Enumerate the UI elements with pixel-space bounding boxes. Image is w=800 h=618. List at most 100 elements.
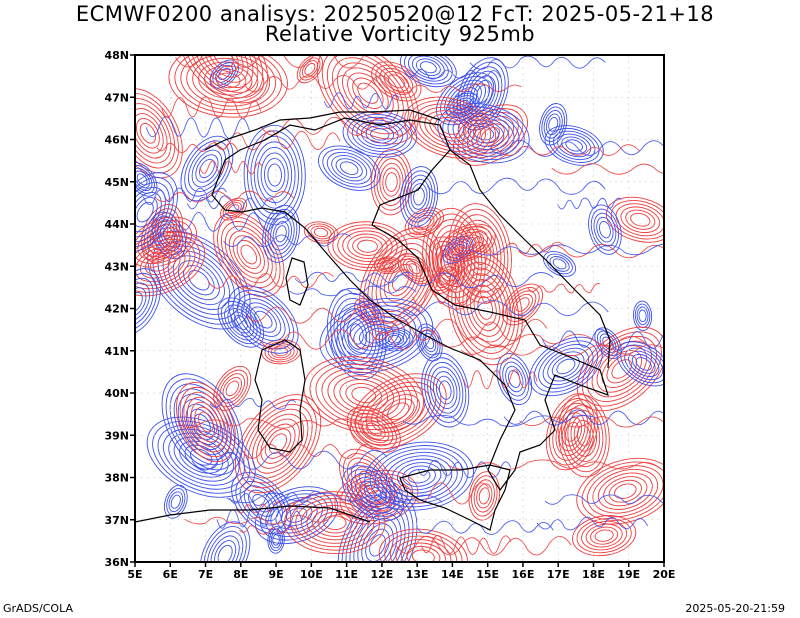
- contour-ring: [449, 229, 488, 257]
- contour-ring: [188, 55, 259, 94]
- contour-ring: [217, 297, 265, 348]
- contour-ring: [135, 282, 151, 322]
- contour-ring: [340, 308, 374, 360]
- contour-ring: [315, 363, 413, 427]
- y-tick-label: 45N: [104, 176, 129, 189]
- contour-ring: [380, 451, 458, 501]
- contour-ring: [135, 172, 178, 252]
- contour-ring: [558, 412, 586, 452]
- contour-ring: [347, 233, 388, 259]
- contour-ring: [452, 231, 485, 255]
- contour-ring: [339, 379, 389, 411]
- contour-ring: [213, 55, 234, 68]
- contour-ring: [417, 217, 432, 228]
- contour-ring: [452, 112, 515, 154]
- y-tick-label: 46N: [104, 134, 129, 147]
- contour-ring: [135, 238, 196, 290]
- contour-ring: [468, 471, 501, 521]
- contour-line: [467, 241, 565, 256]
- contour-ring: [325, 301, 428, 370]
- contour-ring: [529, 336, 603, 397]
- contour-ring: [241, 298, 286, 342]
- contour-ring: [178, 55, 269, 104]
- contour-ring: [221, 221, 277, 288]
- coastline-sicily: [399, 464, 511, 531]
- contour-ring: [359, 480, 387, 506]
- contour-ring: [203, 55, 244, 78]
- contour-ring: [339, 161, 359, 175]
- contour-ring: [460, 237, 477, 249]
- contour-line: [395, 535, 572, 556]
- contour-ring: [321, 367, 407, 423]
- contour-ring: [615, 203, 664, 237]
- contour-ring: [187, 145, 226, 192]
- contour-ring: [139, 249, 181, 279]
- contour-ring: [424, 357, 467, 423]
- contour-ring: [630, 212, 651, 227]
- contour-line: [288, 285, 417, 297]
- contour-ring: [135, 162, 158, 197]
- contour-ring: [198, 411, 214, 433]
- contour-ring: [332, 224, 403, 269]
- contour-ring: [208, 55, 239, 73]
- contour-line: [544, 494, 664, 505]
- contour-line: [368, 318, 548, 341]
- contour-ring: [227, 204, 240, 214]
- x-tick-label: 10E: [300, 568, 323, 581]
- contour-ring: [369, 445, 469, 508]
- contour-ring: [210, 535, 240, 562]
- contour-ring: [351, 116, 408, 152]
- contour-line: [242, 443, 373, 459]
- contour-line: [229, 490, 322, 506]
- contour-ring: [457, 116, 510, 151]
- contour-ring: [403, 55, 453, 85]
- contour-ring: [561, 136, 588, 155]
- contour-ring: [249, 306, 277, 333]
- contour-ring: [608, 479, 642, 503]
- contour-ring: [300, 501, 369, 544]
- contour-ring: [232, 235, 265, 274]
- contour-ring: [213, 365, 252, 411]
- contour-ring: [155, 224, 169, 243]
- contour-ring: [499, 357, 530, 401]
- contour-ring: [313, 227, 329, 238]
- contour-ring: [402, 465, 436, 487]
- contour-ring: [567, 409, 601, 462]
- contour-ring: [239, 399, 317, 489]
- x-tick-label: 20E: [653, 568, 676, 581]
- contour-ring: [186, 55, 271, 107]
- contour-line: [216, 507, 302, 530]
- coastline-sardinia: [254, 339, 306, 453]
- contour-ring: [323, 515, 347, 530]
- x-tick-label: 16E: [512, 568, 535, 581]
- contour-ring: [610, 200, 664, 240]
- contour-ring: [391, 458, 447, 494]
- contour-ring: [419, 61, 437, 74]
- contour-ring: [239, 480, 283, 526]
- contour-ring: [410, 183, 428, 210]
- contour-ring: [326, 151, 372, 185]
- contour-line: [154, 190, 294, 203]
- contour-ring: [409, 100, 492, 156]
- contour-line: [405, 69, 502, 80]
- contour-ring: [576, 457, 664, 525]
- contour-ring: [452, 97, 473, 114]
- contour-ring: [214, 540, 237, 562]
- contour-line: [184, 513, 353, 525]
- x-axis-ticks: 5E 6E 7E 8E 9E 10E 11E 12E 13E 14E 15E 16E 17E 18E 19E…: [127, 562, 675, 581]
- contour-ring: [590, 208, 620, 251]
- contour-ring: [404, 96, 497, 159]
- contour-ring: [347, 72, 389, 114]
- contour-ring: [402, 170, 436, 223]
- contour-ring: [400, 542, 446, 562]
- contour-ring: [370, 128, 390, 141]
- contour-ring: [243, 485, 279, 522]
- y-tick-label: 39N: [104, 429, 129, 442]
- contour-ring: [416, 323, 443, 362]
- contour-ring: [349, 507, 406, 562]
- contour-ring: [427, 361, 464, 419]
- contour-ring: [359, 227, 443, 333]
- contour-ring: [404, 207, 445, 238]
- contour-ring: [411, 55, 445, 79]
- coastline-balkans: [449, 149, 611, 369]
